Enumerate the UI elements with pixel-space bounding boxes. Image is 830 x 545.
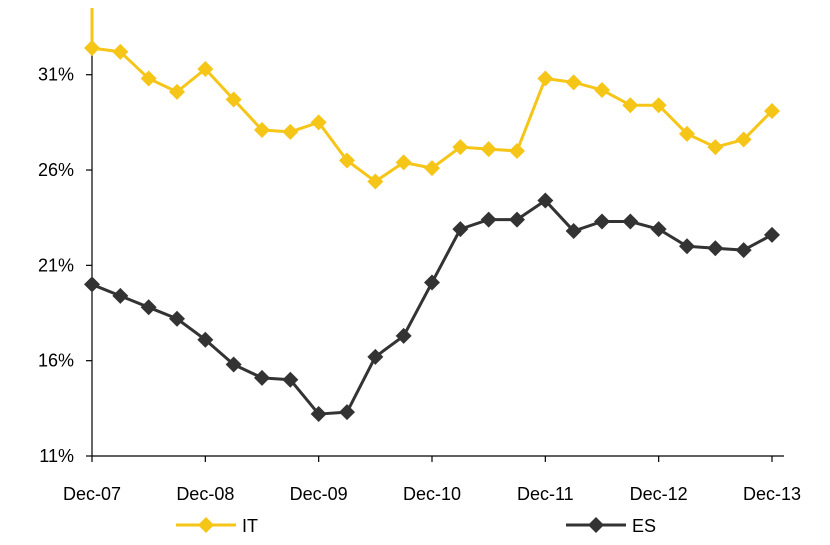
legend-marker	[198, 517, 214, 533]
data-point-es	[84, 276, 100, 293]
data-point-it	[650, 97, 667, 114]
data-point-it	[112, 43, 129, 60]
legend-label: ES	[632, 516, 656, 536]
data-point-it	[169, 83, 185, 100]
y-axis-ticks: 11% 16% 21% 26% 31%	[38, 65, 92, 466]
data-point-it	[565, 74, 582, 91]
y-tick-label: 11%	[39, 446, 74, 466]
data-point-es	[197, 331, 214, 348]
y-tick-label: 16%	[38, 351, 74, 371]
legend-marker	[588, 517, 604, 533]
data-point-it	[197, 61, 214, 78]
data-point-es	[112, 287, 129, 304]
legend-label: IT	[242, 516, 258, 536]
x-tick-label: Dec-07	[63, 484, 121, 504]
data-point-it	[537, 70, 554, 87]
data-point-it	[282, 123, 299, 140]
data-point-it	[622, 97, 639, 114]
x-tick-label: Dec-09	[290, 484, 348, 504]
data-point-it	[84, 40, 100, 57]
y-tick-label: 31%	[38, 65, 74, 85]
x-tick-label: Dec-08	[176, 484, 234, 504]
legend-item-es: ES	[566, 516, 656, 536]
data-point-es	[735, 242, 752, 259]
series-it	[84, 8, 780, 190]
series-line-es	[91, 199, 773, 416]
x-tick-label: Dec-13	[743, 484, 801, 504]
x-tick-label: Dec-10	[403, 484, 461, 504]
data-point-es	[650, 221, 667, 238]
data-point-es	[480, 211, 497, 228]
y-tick-label: 26%	[38, 160, 74, 180]
data-point-es	[140, 299, 157, 316]
x-axis-ticks: Dec-07 Dec-08 Dec-09 Dec-10 Dec-11 Dec-12 Dec-…	[63, 456, 801, 504]
data-point-it	[594, 81, 610, 98]
data-point-es	[169, 310, 185, 327]
data-point-it	[764, 102, 780, 119]
data-point-es	[310, 406, 327, 423]
data-point-es	[679, 238, 695, 255]
data-point-it	[395, 154, 412, 171]
x-tick-label: Dec-12	[630, 484, 688, 504]
data-point-it	[480, 141, 497, 158]
data-point-it	[509, 142, 525, 159]
data-point-it	[254, 122, 270, 139]
data-point-it	[735, 131, 752, 148]
legend-item-it: IT	[176, 516, 258, 536]
data-point-es	[594, 213, 610, 230]
data-point-es	[565, 223, 582, 240]
data-point-it	[679, 125, 695, 142]
data-point-es	[509, 211, 525, 228]
data-point-es	[537, 192, 554, 209]
series-es	[84, 192, 780, 423]
x-tick-label: Dec-11	[517, 484, 574, 504]
data-point-es	[452, 221, 469, 238]
axes	[91, 8, 784, 457]
data-point-it	[310, 114, 327, 131]
data-point-es	[395, 327, 412, 344]
data-point-es	[707, 240, 724, 257]
series-layer	[84, 8, 780, 423]
data-point-it	[452, 139, 469, 156]
data-point-es	[764, 226, 780, 243]
data-point-it	[140, 70, 157, 87]
data-point-es	[367, 348, 384, 365]
data-point-it	[367, 173, 384, 190]
data-point-it	[707, 139, 724, 156]
series-line-it	[90, 8, 774, 183]
data-point-es	[282, 371, 299, 388]
data-point-it	[339, 152, 355, 169]
data-point-es	[225, 356, 242, 373]
data-point-it	[225, 91, 242, 108]
data-point-it	[424, 160, 440, 177]
data-point-es	[622, 213, 639, 230]
legend: IT ES	[176, 516, 656, 536]
data-point-es	[424, 274, 440, 291]
y-tick-label: 21%	[38, 255, 74, 275]
data-point-es	[254, 369, 270, 386]
data-point-es	[339, 404, 355, 421]
